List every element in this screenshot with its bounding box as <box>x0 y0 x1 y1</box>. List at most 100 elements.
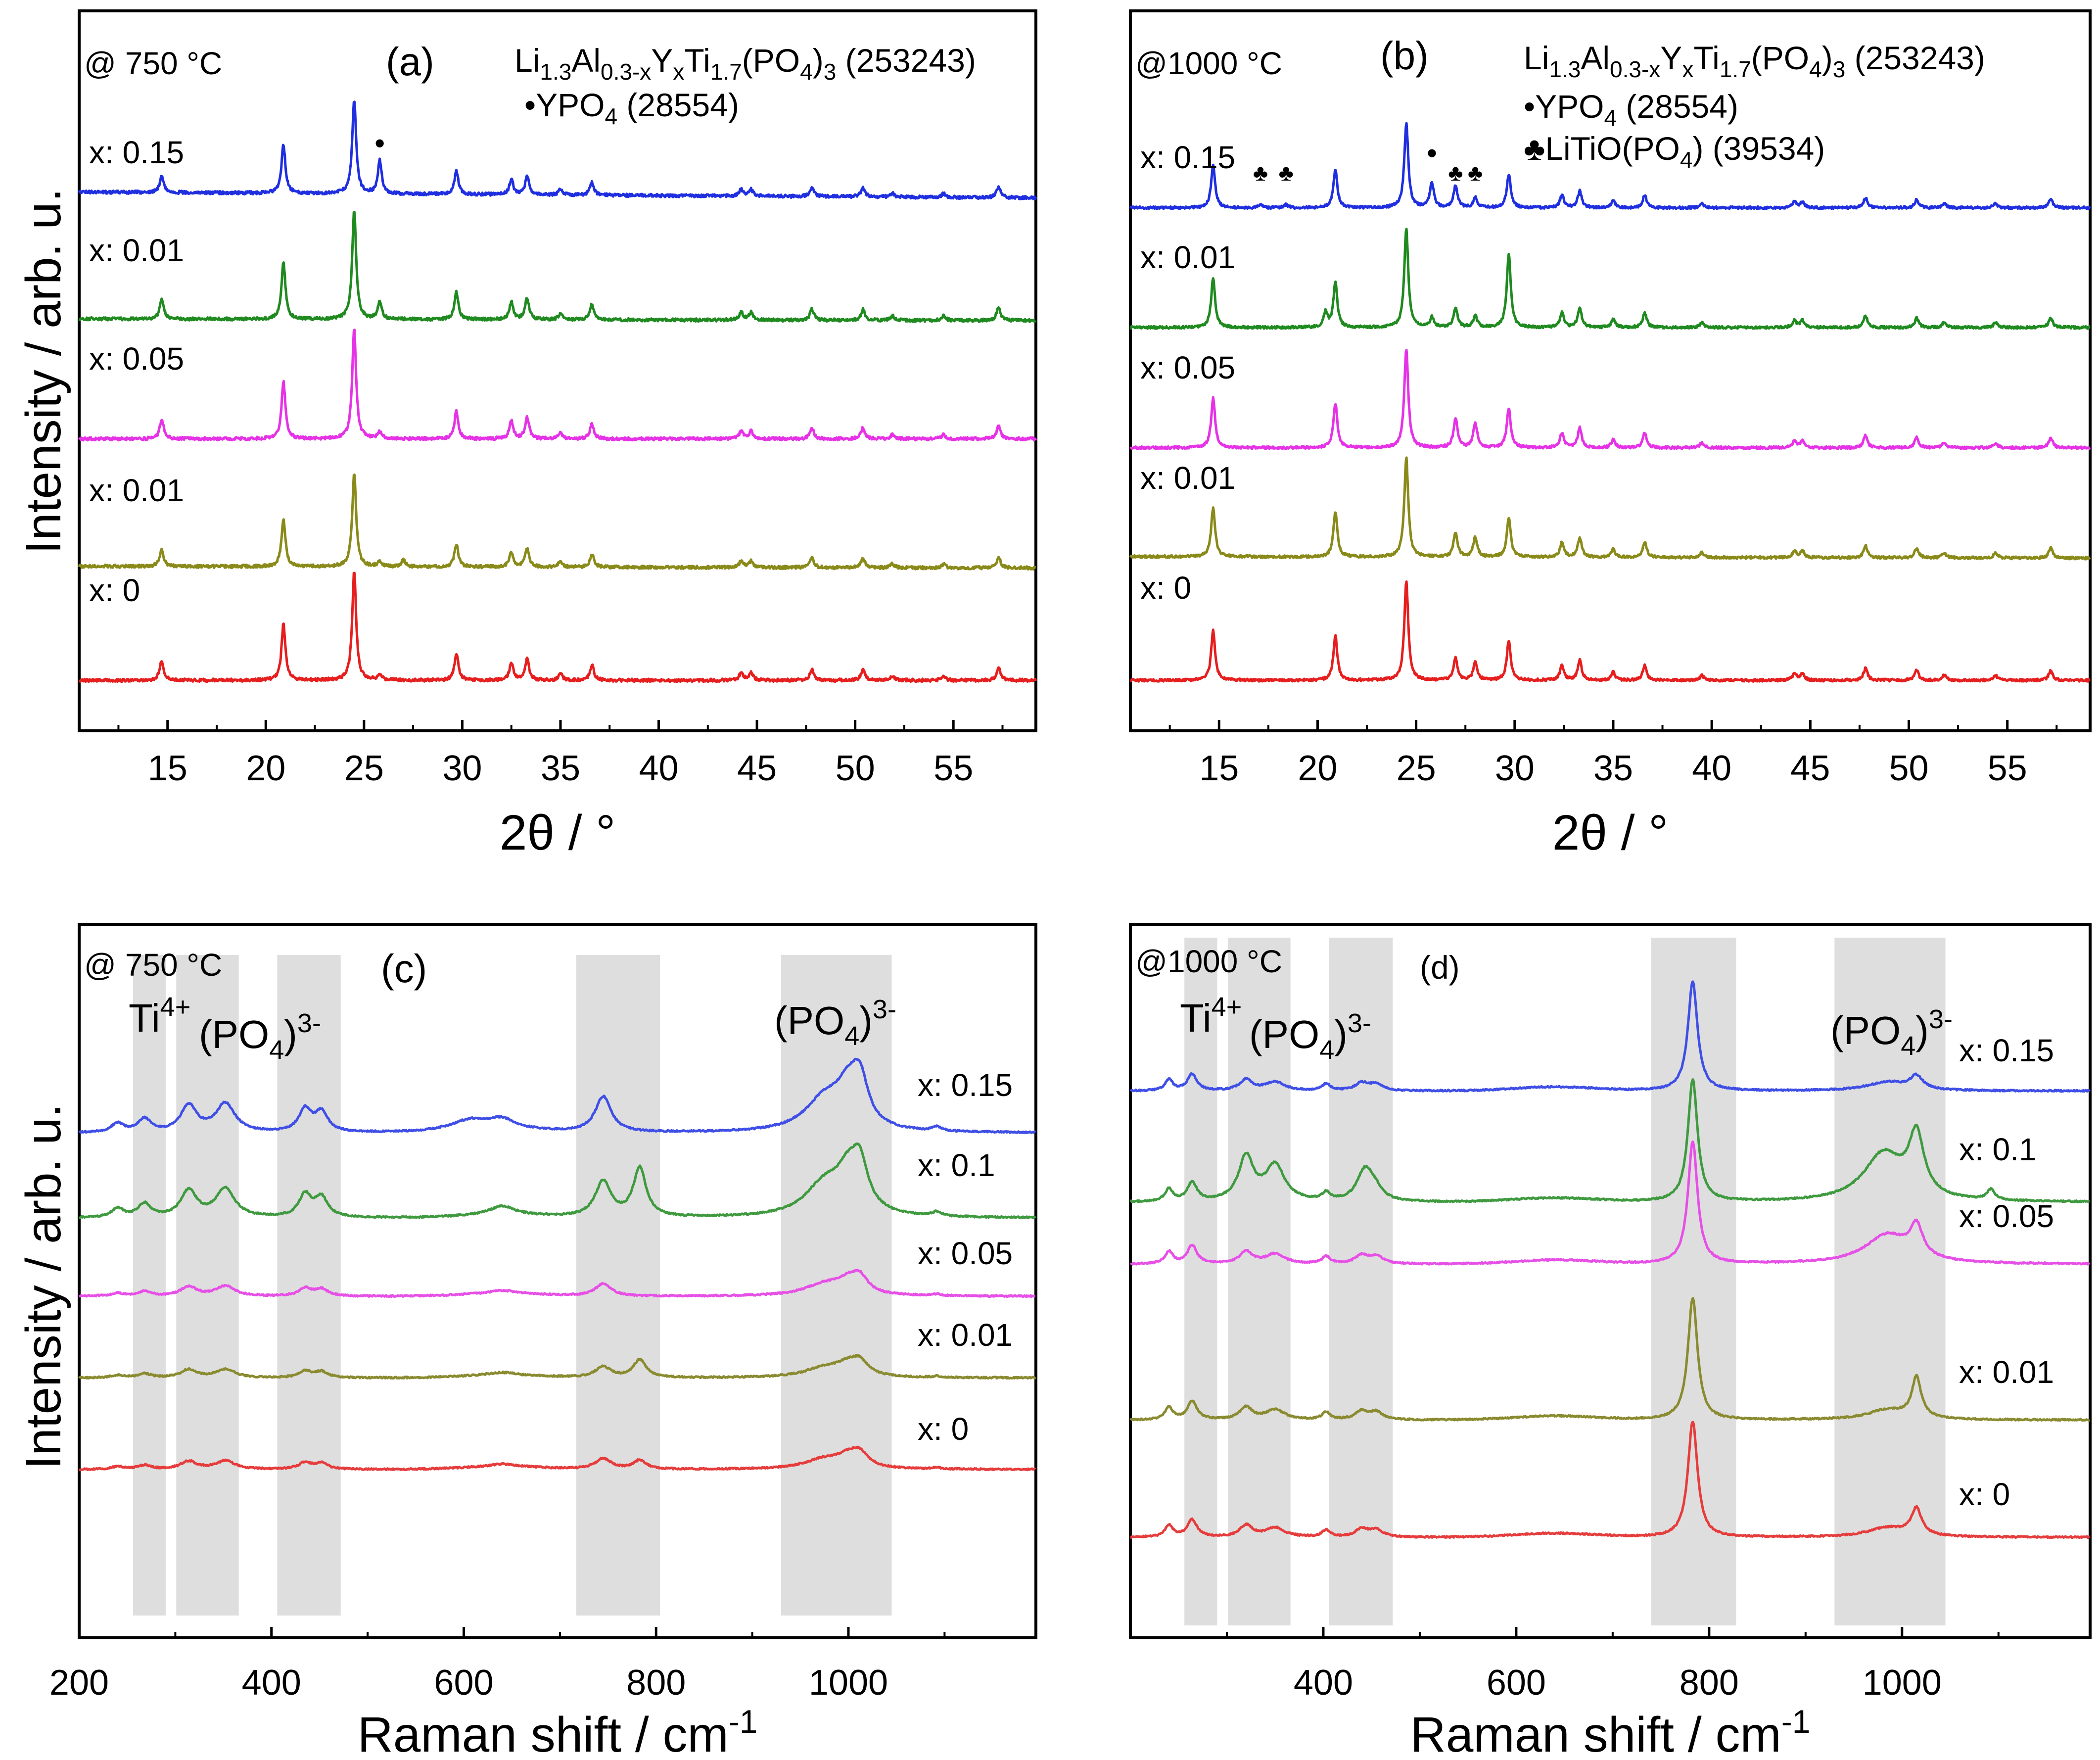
shaded-band-3 <box>1329 938 1393 1625</box>
shaded-band-1 <box>133 955 166 1616</box>
series-line-3 <box>1129 349 2091 450</box>
plot-frame <box>1129 9 2092 732</box>
series-line-2 <box>1129 228 2091 330</box>
series-label: x: 0 <box>918 1411 969 1447</box>
panel-b: x: 0.15 x: 0.01 x: 0.05 x: 0.01 x: 0 15 20 25 3… <box>1129 9 2092 860</box>
legend-entry-litiopo4: ♣LiTiO(PO4) (39534) <box>1524 130 1825 173</box>
panel-label: (b) <box>1380 34 1429 78</box>
x-tick-label: 30 <box>1495 749 1535 788</box>
series-line-1 <box>78 100 1037 200</box>
shaded-band-3 <box>277 955 341 1616</box>
x-tick-label: 1000 <box>809 1663 888 1703</box>
series-label: x: 0.15 <box>1959 1033 2054 1068</box>
series-line-5 <box>78 571 1037 683</box>
x-axis-label: 2θ / ° <box>500 805 616 860</box>
legend-entry-ypo4: •YPO4 (28554) <box>1524 88 1738 131</box>
series-label: x: 0.05 <box>1959 1198 2054 1234</box>
x-tick-label: 400 <box>242 1663 301 1703</box>
x-axis-label: Raman shift / cm-1 <box>1410 1703 1811 1760</box>
series-line-5 <box>79 1445 1036 1472</box>
series-line-5 <box>1129 580 2091 683</box>
x-tick-label: 35 <box>541 749 580 788</box>
series-line-4 <box>1129 1297 2091 1422</box>
litiopo4-marker: ♣ <box>1448 160 1463 186</box>
x-tick-label: 45 <box>1790 749 1830 788</box>
temperature-label: @ 750 °C <box>84 46 222 81</box>
x-tick-label: 55 <box>1988 749 2027 788</box>
shaded-band-5 <box>781 955 892 1616</box>
x-tick-label: 55 <box>933 749 973 788</box>
series-label: x: 0 <box>1959 1476 2010 1512</box>
x-tick-label: 45 <box>737 749 777 788</box>
shaded-band-4 <box>576 955 660 1616</box>
temperature-label: @1000 °C <box>1135 944 1282 979</box>
series-label: x: 0.1 <box>918 1147 995 1183</box>
series-line-4 <box>78 473 1036 571</box>
series-line-2 <box>1129 1078 2090 1203</box>
plot-frame <box>1129 923 2092 1639</box>
y-axis-label: Intensity / arb. u. <box>16 1103 71 1469</box>
x-tick-label: 20 <box>1298 749 1337 788</box>
litiopo4-marker: ♣ <box>1468 160 1483 186</box>
series-label: x: 0.05 <box>89 341 184 377</box>
shaded-band-4 <box>1651 938 1736 1625</box>
shaded-band-1 <box>1184 938 1217 1625</box>
x-tick-label: 35 <box>1593 749 1633 788</box>
band-label-po4-high: (PO4)3- <box>1830 1004 1953 1061</box>
shaded-band-2 <box>1227 938 1291 1625</box>
x-tick-label: 800 <box>1680 1663 1739 1703</box>
x-tick-label: 1000 <box>1863 1663 1942 1703</box>
series-line-2 <box>78 211 1036 323</box>
series-line-2 <box>79 1142 1036 1220</box>
series-label: x: 0.01 <box>1959 1354 2054 1390</box>
x-tick-label: 25 <box>1397 749 1436 788</box>
litiopo4-marker: ♣ <box>1253 160 1268 186</box>
series-label: x: 0.15 <box>1140 140 1235 175</box>
band-label-ti: Ti4+ <box>129 992 190 1040</box>
series-label: x: 0.05 <box>1140 350 1235 385</box>
x-tick-label: 15 <box>1199 749 1239 788</box>
temperature-label: @ 750 °C <box>84 947 222 983</box>
legend-entry-main-phase: Li1.3Al0.3-xYxTi1.7(PO4)3 (253243) <box>1524 40 1985 82</box>
x-tick-label: 25 <box>344 749 384 788</box>
panel-label: (c) <box>381 947 427 991</box>
band-label-po4-low: (PO4)3- <box>1249 1008 1371 1065</box>
ypo4-marker: • <box>374 127 385 160</box>
y-axis-label: Intensity / arb. u. <box>16 188 71 554</box>
series-line-3 <box>78 329 1037 442</box>
series-label: x: 0.15 <box>89 135 184 170</box>
x-tick-label: 400 <box>1294 1663 1353 1703</box>
series-label: x: 0 <box>89 572 140 608</box>
x-tick-label: 40 <box>639 749 678 788</box>
x-tick-label: 20 <box>246 749 285 788</box>
x-tick-label: 600 <box>434 1663 493 1703</box>
litiopo4-marker: ♣ <box>1279 160 1294 186</box>
series-label: x: 0.01 <box>89 473 184 508</box>
series-label: x: 0.15 <box>918 1067 1013 1103</box>
temperature-label: @1000 °C <box>1135 46 1282 81</box>
series-label: x: 0.01 <box>1140 460 1235 496</box>
series-label: x: 0.1 <box>1959 1132 2037 1167</box>
panel-d: x: 0.15 x: 0.1 x: 0.05 x: 0.01 x: 0 400 600 80… <box>1129 923 2092 1760</box>
x-tick-label: 50 <box>836 749 875 788</box>
x-tick-label: 15 <box>148 749 187 788</box>
series-line-5 <box>1130 1421 2090 1539</box>
x-tick-label: 800 <box>626 1663 686 1703</box>
x-tick-label: 40 <box>1692 749 1731 788</box>
band-label-ti: Ti4+ <box>1180 992 1242 1040</box>
x-tick-label: 600 <box>1487 1663 1546 1703</box>
series-line-4 <box>1129 456 2091 561</box>
x-axis-label: 2θ / ° <box>1552 805 1669 860</box>
panel-a: x: 0.15 x: 0.01 x: 0.05 x: 0.01 x: 0 15 20 25 3… <box>16 9 1037 860</box>
plot-frame <box>78 9 1037 732</box>
shaded-band-5 <box>1834 938 1946 1625</box>
series-label: x: 0.01 <box>89 233 184 268</box>
panel-c: x: 0.15 x: 0.1 x: 0.05 x: 0.01 x: 0 200 400 60… <box>16 923 1037 1760</box>
x-axis-label: Raman shift / cm-1 <box>358 1703 758 1760</box>
legend-entry-ypo4: •YPO4 (28554) <box>524 87 739 129</box>
series-line-3 <box>1130 1141 2091 1266</box>
series-line-1 <box>1129 980 2091 1093</box>
series-label: x: 0 <box>1140 570 1191 606</box>
ypo4-marker: • <box>1427 137 1437 170</box>
